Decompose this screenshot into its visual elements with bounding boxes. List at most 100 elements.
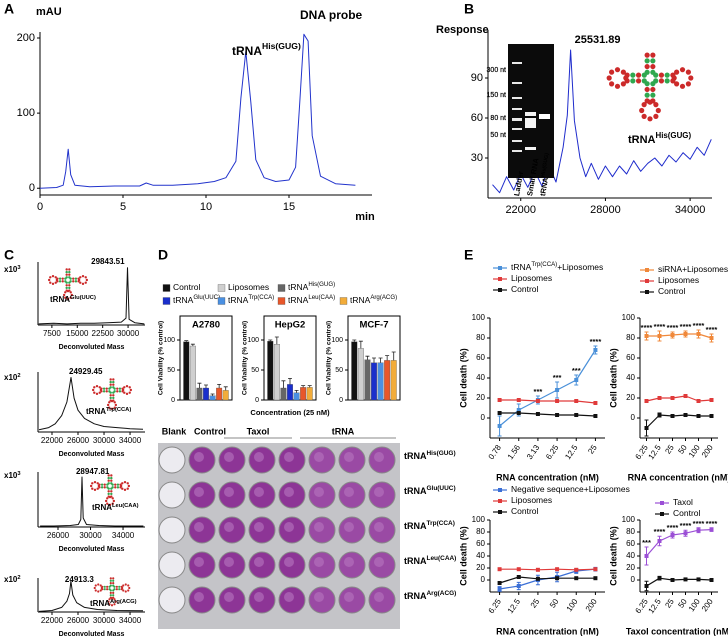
plate-row-label: tRNAGlu(UUC): [404, 485, 456, 496]
well: [158, 586, 186, 614]
legend-label: Liposomes: [511, 273, 552, 283]
nucleotide: [98, 386, 101, 389]
nucleotide: [109, 579, 112, 582]
y-axis-label-part: x10: [4, 575, 18, 584]
well-highlight: [344, 557, 354, 567]
gel-size-label: 50 nt: [490, 132, 506, 139]
nucleotide: [128, 391, 131, 394]
structure-label: tRNAHis(GUG): [628, 131, 691, 146]
marker: [657, 413, 662, 417]
nucleotide: [126, 487, 129, 490]
x-tick-label: 3.13: [525, 443, 542, 461]
x-tick-label: 34000: [119, 616, 142, 625]
nucleotide: [110, 487, 113, 490]
nucleotide: [641, 102, 647, 108]
nucleotide: [116, 483, 120, 486]
nucleotide: [54, 281, 57, 284]
legend-label-part: Glu(UUC): [193, 294, 220, 301]
nucleotide: [93, 488, 97, 492]
annotation-part: tRNA: [232, 44, 262, 58]
well-highlight: [344, 522, 354, 532]
marker: [644, 426, 649, 430]
nucleotide: [129, 388, 133, 392]
well-highlight: [284, 487, 294, 497]
x-tick-label: 26000: [67, 616, 90, 625]
nucleotide: [112, 378, 115, 381]
nucleotide: [103, 486, 106, 489]
nucleotide: [114, 403, 118, 407]
legend-marker: [645, 290, 649, 294]
marker: [644, 554, 649, 558]
nucleotide: [70, 293, 74, 297]
significance-label: ****: [654, 322, 666, 331]
nucleotide: [112, 396, 115, 400]
nucleotide: [606, 75, 612, 81]
nucleotide: [99, 589, 102, 592]
legend-marker: [660, 501, 664, 505]
x-tick-label: 6.25: [634, 443, 651, 461]
well-highlight: [194, 452, 204, 462]
well-highlight: [374, 487, 384, 497]
nucleotide: [630, 78, 636, 84]
x-tick-label: 34000: [675, 204, 706, 216]
x-tick-label: 30000: [117, 329, 140, 338]
series-line: [38, 580, 144, 612]
x-tick-label: 25: [663, 443, 676, 456]
nucleotide: [110, 597, 114, 600]
marker: [644, 584, 649, 588]
x-tick-label: 15000: [66, 329, 89, 338]
x-tick-label: 100: [687, 443, 702, 460]
legend-label: siRNA+Liposomes: [658, 264, 728, 274]
nucleotide: [641, 113, 647, 119]
structure-label-part: His(GUG): [656, 131, 692, 140]
nucleotide: [85, 278, 89, 282]
y-axis-label: Cell death (%): [458, 526, 468, 586]
legend-label: Liposomes: [511, 495, 552, 505]
nucleotide: [124, 590, 127, 593]
nucleotide: [121, 388, 125, 392]
panel-title: MCF-7: [359, 320, 388, 331]
nucleotide: [96, 482, 99, 485]
peak-label: 29843.51: [91, 257, 125, 266]
nucleotide: [639, 107, 645, 114]
nucleotide: [112, 391, 115, 394]
well-highlight: [224, 522, 234, 532]
y-tick-label: 100: [622, 515, 636, 524]
x-tick-label: 7500: [43, 329, 61, 338]
marker: [574, 413, 579, 417]
y-axis-label-part: x10: [4, 471, 18, 480]
nucleotide: [106, 497, 109, 500]
significance-label: ****: [706, 519, 718, 528]
legend-swatch: [277, 297, 286, 305]
nucleotide: [644, 81, 650, 87]
marker: [535, 567, 540, 572]
structure-label-part: Glu(UUC): [70, 295, 96, 301]
marker: [696, 399, 701, 403]
marker: [683, 531, 688, 536]
plate-row-label-part: tRNA: [404, 556, 427, 566]
nucleotide: [109, 380, 112, 384]
bar: [371, 362, 377, 401]
x-tick-label: 6.25: [487, 597, 504, 615]
marker: [657, 396, 662, 400]
series-line: [646, 414, 712, 429]
nucleotide: [107, 492, 110, 496]
structure-label-part: tRNA: [92, 503, 112, 512]
legend-label-part: Trp(CCA): [531, 261, 557, 268]
y-axis-label: Cell Viability (% control): [242, 321, 249, 395]
nucleotide: [114, 486, 117, 489]
gel-band: [525, 112, 536, 116]
y-tick-label: 20: [476, 393, 485, 402]
marker: [696, 577, 701, 582]
nucleotide: [111, 502, 114, 505]
plate-column-label: Blank: [162, 426, 188, 436]
nucleotide: [93, 480, 97, 484]
y-tick-label: 100: [17, 107, 35, 119]
nucleotide: [107, 474, 110, 477]
y-tick-label: 0: [171, 397, 175, 404]
marker: [574, 399, 579, 403]
bar: [183, 341, 190, 401]
nucleotide: [84, 276, 87, 279]
nucleotide: [93, 386, 96, 389]
x-axis-label: Deconvoluted Mass: [59, 631, 125, 636]
